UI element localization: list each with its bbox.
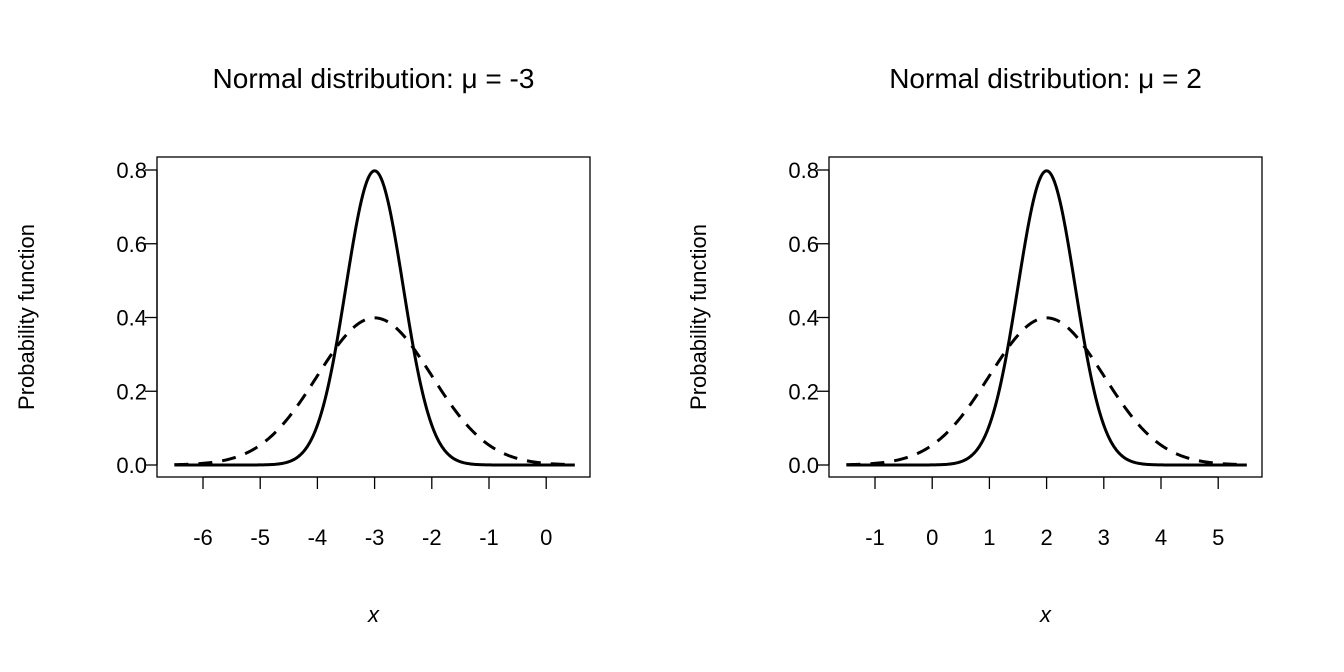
- y-tick-label: 0.8: [116, 158, 147, 183]
- x-tick-label: 5: [1212, 525, 1224, 550]
- panel-2: Normal distribution: μ = 2 -1 0 1 2 3 4 5 0.0 0.2…: [686, 63, 1263, 627]
- y-tick-label: 0.0: [788, 453, 819, 478]
- x-axis-title: x: [1039, 602, 1052, 627]
- x-tick-label: 2: [1040, 525, 1052, 550]
- y-tick-label: 0.8: [788, 158, 819, 183]
- x-tick-label: 0: [926, 525, 938, 550]
- plot-frame: [828, 156, 1263, 478]
- y-tick-label: 0.6: [788, 232, 819, 257]
- y-axis-title: Probability function: [686, 224, 711, 410]
- y-tick-label: 0.2: [116, 379, 147, 404]
- y-tick-label: 0.4: [116, 306, 147, 331]
- density-curve-solid-sd-0.5: [846, 169, 1247, 467]
- y-tick-label: 0.2: [788, 379, 819, 404]
- x-tick-label: 0: [540, 525, 552, 550]
- x-tick-label: 1: [983, 525, 995, 550]
- y-tick-label: 0.0: [116, 453, 147, 478]
- x-tick-label: 3: [1098, 525, 1110, 550]
- x-tick-label: -1: [479, 525, 499, 550]
- x-tick-label: -6: [193, 525, 213, 550]
- density-curve-solid-sd-0.5: [174, 169, 575, 467]
- y-tick-label: 0.6: [116, 232, 147, 257]
- y-axis-title: Probability function: [14, 224, 39, 410]
- x-tick-label: -4: [308, 525, 328, 550]
- density-curve-dashed-sd-1: [846, 316, 1247, 467]
- panel-1: Normal distribution: μ = -3 -6 -5 -4 -3 -2 -1 0…: [14, 63, 591, 627]
- chart-title: Normal distribution: μ = -3: [213, 63, 535, 94]
- x-tick-label: 4: [1155, 525, 1167, 550]
- x-tick-label: -3: [365, 525, 385, 550]
- density-curve-dashed-sd-1: [174, 316, 575, 467]
- x-axis-title: x: [367, 602, 380, 627]
- y-tick-label: 0.4: [788, 306, 819, 331]
- x-tick-label: -2: [422, 525, 442, 550]
- x-tick-label: -1: [865, 525, 885, 550]
- chart-title: Normal distribution: μ = 2: [889, 63, 1202, 94]
- plot-frame: [156, 156, 591, 478]
- x-tick-label: -5: [250, 525, 270, 550]
